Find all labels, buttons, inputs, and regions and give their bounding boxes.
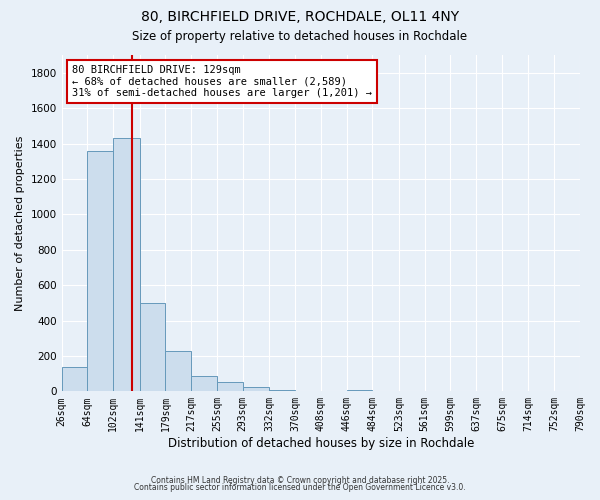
- Bar: [62, 366, 88, 392]
- Bar: [140, 303, 166, 392]
- Bar: [243, 387, 269, 392]
- Bar: [347, 390, 373, 392]
- Y-axis label: Number of detached properties: Number of detached properties: [15, 136, 25, 311]
- Bar: [113, 138, 140, 392]
- Bar: [191, 376, 217, 392]
- Bar: [88, 150, 113, 392]
- Bar: [166, 350, 191, 392]
- Text: Size of property relative to detached houses in Rochdale: Size of property relative to detached ho…: [133, 30, 467, 43]
- Text: 80 BIRCHFIELD DRIVE: 129sqm
← 68% of detached houses are smaller (2,589)
31% of : 80 BIRCHFIELD DRIVE: 129sqm ← 68% of det…: [72, 65, 372, 98]
- Bar: [217, 382, 243, 392]
- Text: Contains HM Land Registry data © Crown copyright and database right 2025.: Contains HM Land Registry data © Crown c…: [151, 476, 449, 485]
- X-axis label: Distribution of detached houses by size in Rochdale: Distribution of detached houses by size …: [167, 437, 474, 450]
- Text: 80, BIRCHFIELD DRIVE, ROCHDALE, OL11 4NY: 80, BIRCHFIELD DRIVE, ROCHDALE, OL11 4NY: [141, 10, 459, 24]
- Bar: [269, 390, 295, 392]
- Text: Contains public sector information licensed under the Open Government Licence v3: Contains public sector information licen…: [134, 484, 466, 492]
